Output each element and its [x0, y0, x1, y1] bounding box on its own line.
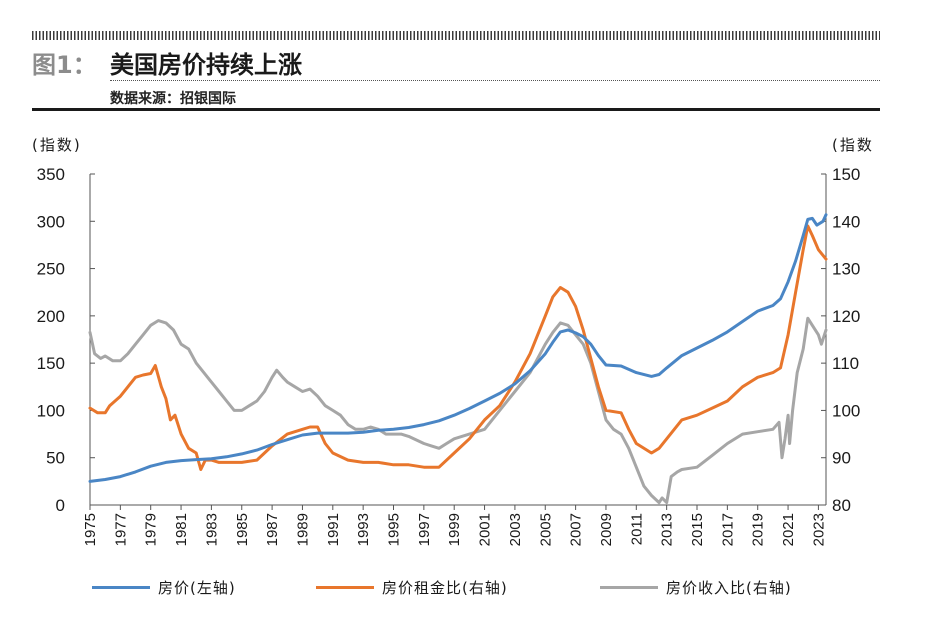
legend-swatch-price-rent-ratio: [316, 585, 374, 589]
series-line-price-rent-ratio: [88, 224, 828, 471]
left-tick-label: 250: [37, 260, 65, 279]
header-rule: [32, 108, 880, 111]
x-tick-label: 1975: [82, 513, 99, 546]
x-tick-label: 2009: [598, 513, 615, 546]
legend-item-house-price: 房价(左轴): [92, 576, 236, 598]
legend-label-price-income-ratio: 房价收入比(右轴): [666, 578, 792, 597]
x-tick-label: 2021: [780, 513, 797, 546]
legend-item-price-rent-ratio: 房价租金比(右轴): [316, 576, 508, 598]
right-axis-label: (指数: [832, 136, 874, 154]
right-tick-label: 140: [832, 212, 860, 231]
x-tick-label: 1993: [355, 513, 372, 546]
x-tick-label: 1983: [203, 513, 220, 546]
x-tick-label: 2013: [659, 513, 676, 546]
left-tick-label: 100: [37, 401, 65, 420]
right-tick-label: 80: [832, 496, 851, 515]
right-tick-label: 130: [832, 260, 860, 279]
x-tick-label: 1987: [264, 513, 281, 546]
title-divider: [110, 80, 880, 81]
x-tick-label: 1985: [234, 513, 251, 546]
right-tick-label: 100: [832, 401, 860, 420]
chart-title: 美国房价持续上涨: [110, 51, 302, 79]
x-tick-label: 2001: [477, 513, 494, 546]
series-line-price-income-ratio: [88, 316, 828, 505]
left-tick-label: 0: [56, 496, 65, 515]
left-tick-label: 150: [37, 354, 65, 373]
right-tick-label: 150: [832, 165, 860, 184]
x-tick-label: 2015: [689, 513, 706, 546]
left-tick-label: 350: [37, 165, 65, 184]
left-tick-label: 300: [37, 212, 65, 231]
right-tick-label: 120: [832, 307, 860, 326]
x-tick-label: 2003: [507, 513, 524, 546]
legend-label-price-rent-ratio: 房价租金比(右轴): [382, 578, 508, 597]
header-hatch-bar: [32, 31, 880, 40]
x-tick-label: 2017: [719, 513, 736, 546]
right-tick-label: 110: [832, 354, 859, 373]
x-tick-label: 2011: [628, 513, 645, 545]
x-tick-label: 2007: [568, 513, 585, 546]
left-tick-label: 200: [37, 307, 65, 326]
x-tick-label: 2005: [537, 513, 554, 546]
legend-label-house-price: 房价(左轴): [158, 578, 236, 597]
x-tick-label: 2019: [750, 513, 767, 546]
left-tick-label: 50: [46, 449, 65, 468]
x-tick-label: 1979: [143, 513, 160, 546]
x-tick-label: 1991: [325, 513, 342, 546]
legend-item-price-income-ratio: 房价收入比(右轴): [600, 576, 792, 598]
x-tick-label: 1995: [386, 513, 403, 546]
x-tick-label: 1977: [112, 513, 129, 546]
x-tick-label: 2023: [810, 513, 827, 546]
x-tick-label: 1997: [416, 513, 433, 546]
figure-label: 图1：: [32, 51, 97, 79]
legend-swatch-house-price: [92, 585, 150, 589]
x-tick-label: 1981: [173, 513, 190, 546]
legend-swatch-price-income-ratio: [600, 585, 658, 589]
right-tick-label: 90: [832, 449, 851, 468]
left-axis-label: (指数): [32, 136, 82, 154]
x-tick-label: 1989: [294, 513, 311, 546]
series-line-house-price: [88, 213, 828, 483]
x-tick-label: 1999: [446, 513, 463, 546]
data-source: 数据来源：招银国际: [110, 91, 236, 107]
